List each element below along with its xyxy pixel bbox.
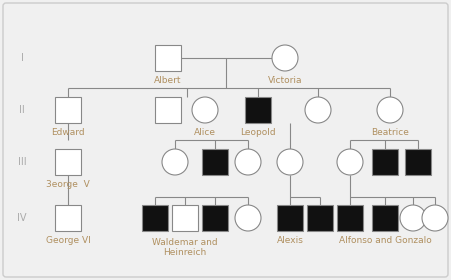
Text: II: II	[19, 105, 25, 115]
Bar	[55, 205, 81, 231]
Bar	[172, 205, 198, 231]
Text: Beatrice: Beatrice	[371, 128, 409, 137]
Text: Alexis: Alexis	[276, 236, 304, 245]
Text: Leopold: Leopold	[240, 128, 276, 137]
Bar	[55, 97, 81, 123]
Text: 3eorge  V: 3eorge V	[46, 180, 90, 189]
Bar	[405, 149, 431, 175]
Circle shape	[305, 97, 331, 123]
Bar	[372, 149, 398, 175]
Text: Alfonso and Gonzalo: Alfonso and Gonzalo	[339, 236, 431, 245]
Text: Waldemar and
Heinreich: Waldemar and Heinreich	[152, 238, 218, 257]
Bar	[337, 205, 363, 231]
Bar	[202, 205, 228, 231]
Bar	[155, 97, 181, 123]
Circle shape	[272, 45, 298, 71]
Text: Edward: Edward	[51, 128, 85, 137]
Text: Albert: Albert	[154, 76, 182, 85]
Bar	[155, 45, 181, 71]
Circle shape	[192, 97, 218, 123]
Text: Victoria: Victoria	[268, 76, 302, 85]
Circle shape	[377, 97, 403, 123]
Text: George VI: George VI	[46, 236, 90, 245]
Circle shape	[235, 149, 261, 175]
Bar	[245, 97, 271, 123]
Bar	[202, 149, 228, 175]
Circle shape	[400, 205, 426, 231]
Bar	[307, 205, 333, 231]
Bar	[277, 205, 303, 231]
Text: IV: IV	[17, 213, 27, 223]
Text: Alice: Alice	[194, 128, 216, 137]
Circle shape	[337, 149, 363, 175]
Circle shape	[235, 205, 261, 231]
Circle shape	[162, 149, 188, 175]
Bar	[142, 205, 168, 231]
Bar	[55, 149, 81, 175]
Circle shape	[277, 149, 303, 175]
Circle shape	[422, 205, 448, 231]
FancyBboxPatch shape	[3, 3, 448, 277]
Text: III: III	[18, 157, 26, 167]
Bar	[372, 205, 398, 231]
Text: I: I	[21, 53, 23, 63]
